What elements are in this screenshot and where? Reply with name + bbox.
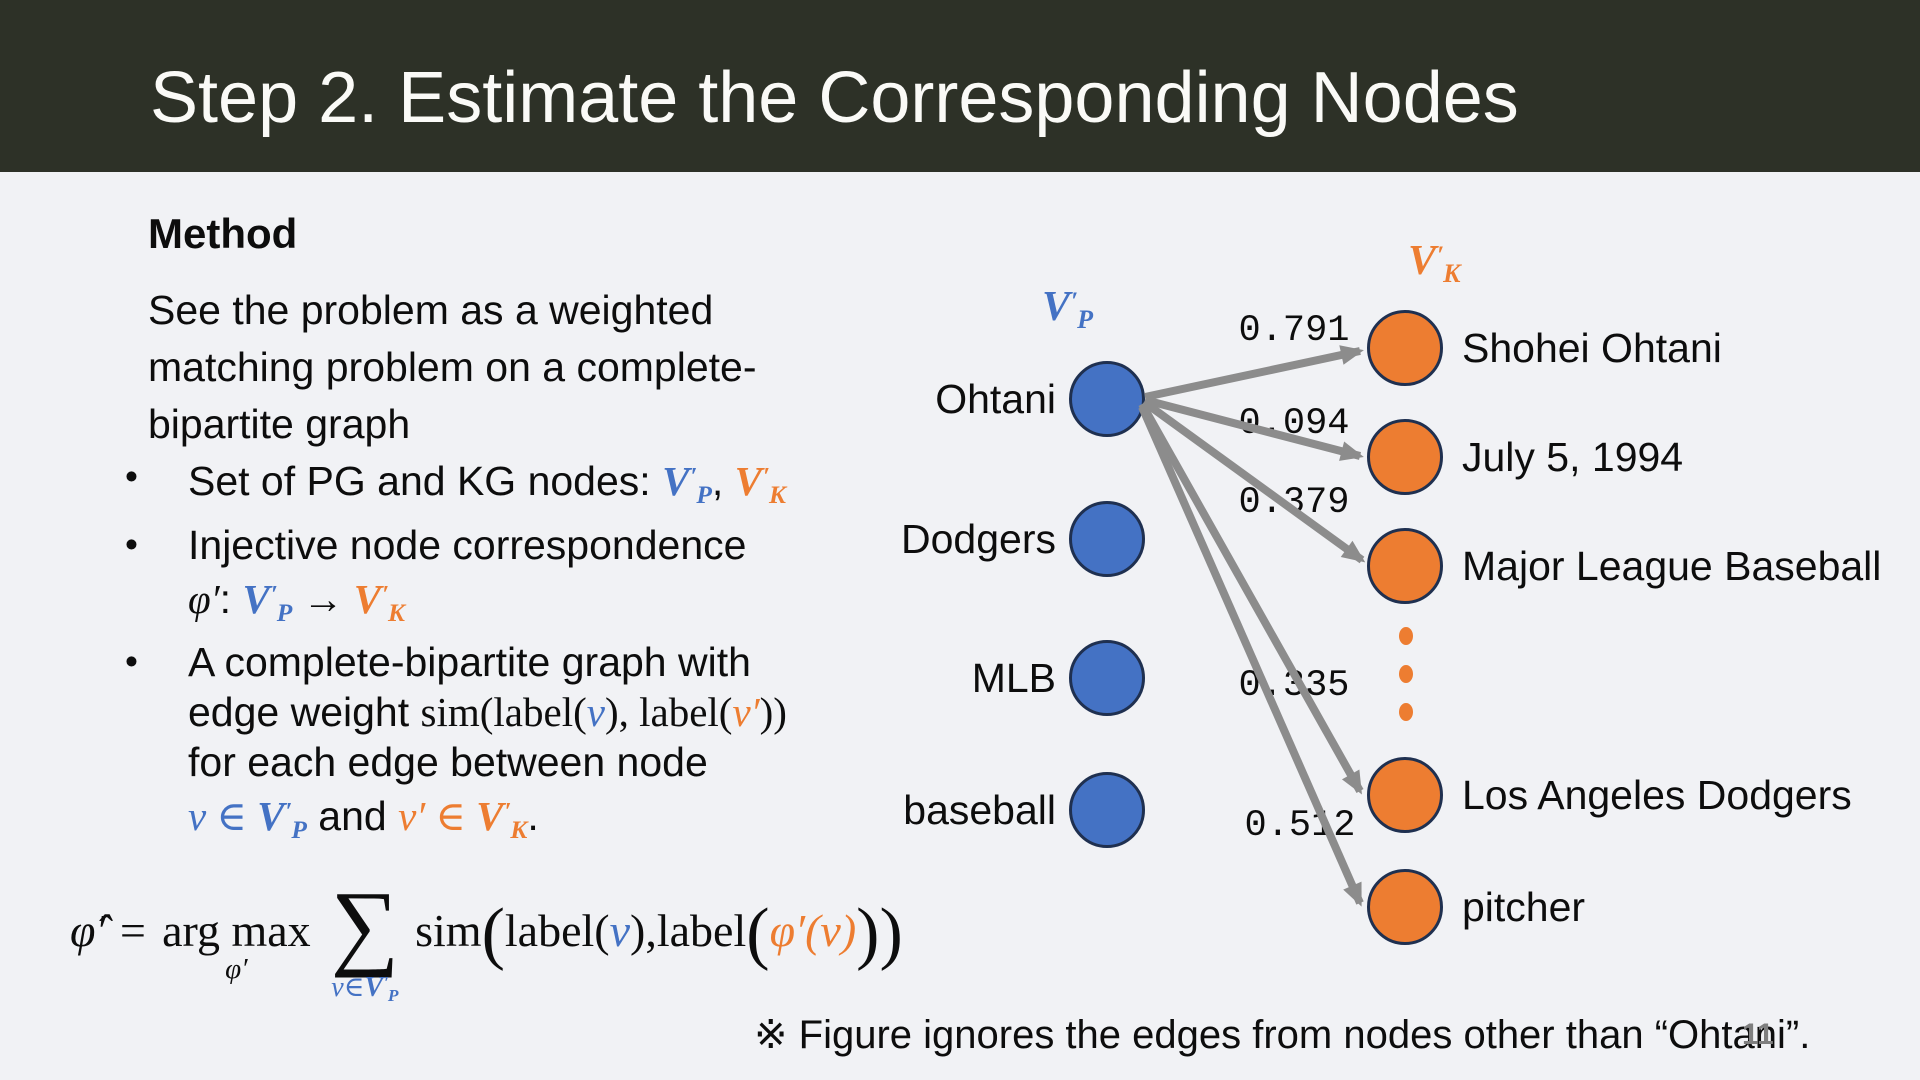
slide-title: Step 2. Estimate the Corresponding Nodes	[150, 58, 1519, 138]
pg-node-label: Ohtani	[935, 376, 1056, 422]
kg-node-july-5-1994	[1367, 419, 1443, 495]
ellipsis-dot	[1399, 665, 1413, 683]
intro-line: matching problem on a complete-	[148, 344, 757, 390]
pg-node-dodgers	[1069, 501, 1145, 577]
bullet-text: A complete-bipartite graph with edge wei…	[188, 639, 787, 844]
sum-index: v∈V′P	[331, 972, 399, 1006]
math-vk: V′K	[734, 458, 786, 509]
bullet-text: Injective node correspondence φ′: V′P → …	[188, 522, 747, 627]
edge-ohtani-to-dodgers	[1138, 402, 1364, 795]
bullet-marker: •	[125, 524, 138, 565]
pg-set-label: V′P	[1042, 284, 1094, 334]
math-vp: V′P	[242, 576, 293, 627]
edge-weight-pitcher: 0.512	[1244, 805, 1356, 847]
edge-weight-july: 0.094	[1238, 403, 1350, 445]
pg-node-label: MLB	[971, 655, 1056, 701]
method-heading: Method	[148, 210, 298, 257]
edge-weight-shohei: 0.791	[1238, 310, 1350, 352]
argmax-operator: arg max φ′	[162, 905, 311, 986]
page-number: 11	[1742, 1018, 1774, 1051]
math-vk: V′K	[353, 576, 405, 627]
intro-line: bipartite graph	[148, 401, 411, 447]
kg-node-label: July 5, 1994	[1462, 434, 1684, 480]
kg-node-label: pitcher	[1462, 884, 1586, 930]
math-v-in-vp: v ∈ V′P	[188, 793, 307, 844]
kg-node-shohei-ohtani	[1367, 310, 1443, 386]
edge-weight-dodgers: 0.335	[1238, 665, 1350, 707]
bullet-complete-bipartite: • A complete-bipartite graph with edge w…	[125, 637, 787, 855]
ellipsis-dot	[1399, 627, 1413, 645]
sigma-symbol: ∑	[330, 871, 400, 978]
method-intro: See the problem as a weighted matching p…	[148, 282, 756, 453]
pg-node-ohtani	[1069, 361, 1145, 437]
edge-weight-mlb: 0.379	[1238, 482, 1350, 524]
kg-node-label: Major League Baseball	[1462, 543, 1882, 589]
argmax-formula: φ̂′ = arg max φ′ ∑ v∈V′P sim(label(v),la…	[70, 868, 903, 1006]
similarity-expression: sim(label(v),label(φ′(v)))	[415, 894, 903, 972]
kg-node-los-angeles-dodgers	[1367, 757, 1443, 833]
pg-node-label: baseball	[903, 787, 1056, 833]
bullet-marker: •	[125, 456, 138, 497]
math-v: v	[586, 689, 605, 735]
bullet-text: Set of PG and KG nodes: V′P, V′K	[188, 458, 786, 509]
math-vp: V′P	[662, 458, 712, 509]
bullet-injective-correspondence: • Injective node correspondence φ′: V′P …	[125, 520, 746, 638]
math-vprime-in-vk: v′ ∈ V′K	[398, 793, 528, 844]
kg-set-label: V′K	[1408, 238, 1461, 288]
math-v-prime: v′	[732, 689, 760, 735]
phi-hat-equals: φ̂′ =	[70, 904, 149, 956]
kg-node-label: Shohei Ohtani	[1462, 325, 1722, 371]
math-phi: φ′	[188, 576, 220, 623]
figure-footnote: ※ Figure ignores the edges from nodes ot…	[754, 1013, 1811, 1057]
kg-node-major-league-baseball	[1367, 528, 1443, 604]
pg-node-baseball	[1069, 772, 1145, 848]
vertical-ellipsis-dots	[1399, 627, 1413, 721]
bullet-marker: •	[125, 641, 138, 682]
kg-node-label: Los Angeles Dodgers	[1462, 772, 1852, 818]
slide-header: Step 2. Estimate the Corresponding Nodes	[0, 0, 1920, 172]
pg-node-label: Dodgers	[901, 516, 1056, 562]
intro-line: See the problem as a weighted	[148, 287, 714, 333]
bullet-pg-kg-nodes: • Set of PG and KG nodes: V′P, V′K	[125, 452, 786, 520]
ellipsis-dot	[1399, 703, 1413, 721]
summation: ∑ v∈V′P	[330, 871, 400, 1006]
pg-node-mlb	[1069, 640, 1145, 716]
edge-ohtani-to-shohei	[1144, 345, 1364, 401]
kg-node-pitcher	[1367, 869, 1443, 945]
